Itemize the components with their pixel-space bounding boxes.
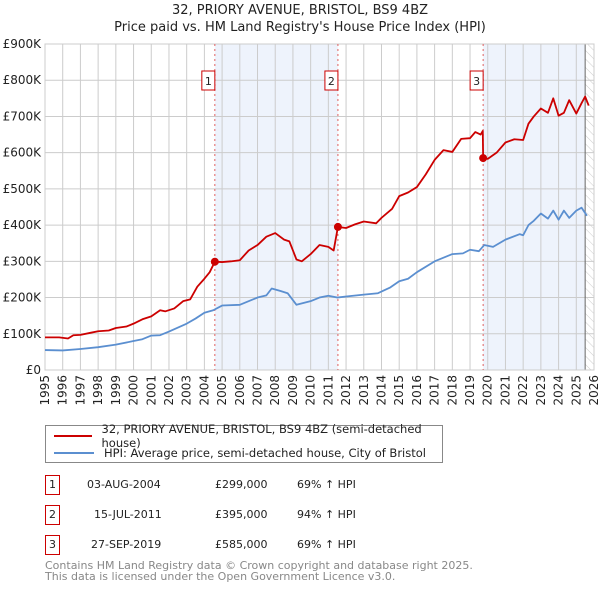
legend-label: HPI: Average price, semi-detached house,… xyxy=(104,446,426,460)
x-tick-label: 1996 xyxy=(56,375,70,406)
footer-line: Contains HM Land Registry data © Crown c… xyxy=(45,559,473,572)
price-chart: £0 £100K £200K £300K £400K £500K £600K £700K £80… xyxy=(3,37,600,406)
x-tick-label: 2019 xyxy=(463,375,477,406)
sale-price: £299,000 xyxy=(215,478,268,491)
x-tick-label: 1999 xyxy=(109,375,123,406)
sale-hpi: 69% ↑ HPI xyxy=(297,538,356,551)
x-tick-label: 2014 xyxy=(374,375,388,406)
sale-date: 15-JUL-2011 xyxy=(94,508,162,521)
y-tick-label: £800K xyxy=(3,73,43,87)
shaded-period xyxy=(214,44,338,370)
x-tick-label: 2025 xyxy=(569,375,583,406)
sale-date: 27-SEP-2019 xyxy=(91,538,162,551)
x-tick-label: 2016 xyxy=(410,375,424,406)
future-hatch xyxy=(585,44,594,370)
sale-marker-box xyxy=(324,70,339,91)
chart-title: 32, PRIORY AVENUE, BRISTOL, BS9 4BZ xyxy=(171,3,429,18)
sale-marker-label: 3 xyxy=(473,75,480,88)
sale-point xyxy=(210,257,219,266)
x-tick-label: 2006 xyxy=(233,375,247,406)
legend-label: 32, PRIORY AVENUE, BRISTOL, BS9 4BZ (sem… xyxy=(101,422,422,450)
x-tick-label: 2004 xyxy=(197,375,211,406)
x-tick-label: 2013 xyxy=(357,375,371,406)
sale-row: 3 27-SEP-2019 £585,000 69% ↑ HPI xyxy=(45,535,465,555)
y-tick-label: £0 xyxy=(26,363,41,377)
sale-row: 2 15-JUL-2011 £395,000 94% ↑ HPI xyxy=(45,505,465,525)
x-tick-label: 2008 xyxy=(268,375,282,406)
x-tick-label: 2009 xyxy=(286,375,300,406)
y-tick-label: £200K xyxy=(3,291,43,305)
footer-line: This data is licensed under the Open Gov… xyxy=(45,570,396,583)
x-tick-label: 1995 xyxy=(38,375,52,406)
x-tick-label: 2011 xyxy=(321,375,335,406)
x-tick-label: 2024 xyxy=(552,375,566,406)
sale-row: 1 03-AUG-2004 £299,000 69% ↑ HPI xyxy=(45,475,465,495)
sale-marker-label: 1 xyxy=(205,75,212,88)
x-tick-label: 2015 xyxy=(392,375,406,406)
hpi-line xyxy=(44,206,588,352)
x-tick-label: 2010 xyxy=(304,375,318,406)
x-tick-label: 2018 xyxy=(445,375,459,406)
x-tick-label: 2026 xyxy=(587,375,600,406)
x-tick-label: 1997 xyxy=(73,375,87,406)
sale-marker-box xyxy=(201,70,216,91)
sale-price: £395,000 xyxy=(215,508,268,521)
chart-subtitle: Price paid vs. HM Land Registry's House … xyxy=(114,20,486,35)
x-tick-label: 2003 xyxy=(180,375,194,406)
y-tick-label: £500K xyxy=(3,182,43,196)
y-tick-label: £900K xyxy=(3,37,43,51)
y-tick-label: £300K xyxy=(3,254,43,268)
sale-price: £585,000 xyxy=(215,538,268,551)
x-tick-label: 2005 xyxy=(215,375,229,406)
plot-border xyxy=(44,43,595,371)
x-tick-label: 1998 xyxy=(91,375,105,406)
property-price-line xyxy=(45,95,590,340)
sale-hpi: 94% ↑ HPI xyxy=(297,508,356,521)
legend-item-hpi: HPI: Average price, semi-detached house,… xyxy=(54,445,426,461)
x-tick-label: 2021 xyxy=(498,375,512,406)
sale-marker-box xyxy=(469,70,484,91)
sale-number: 3 xyxy=(45,535,60,555)
x-tick-label: 2002 xyxy=(162,375,176,406)
legend-swatch-blue xyxy=(54,452,94,454)
y-tick-label: £700K xyxy=(3,109,43,123)
sale-marker-label: 2 xyxy=(328,75,335,88)
y-tick-label: £600K xyxy=(3,146,43,160)
x-tick-label: 2000 xyxy=(127,375,141,406)
sale-point xyxy=(479,154,488,163)
legend-item-property: 32, PRIORY AVENUE, BRISTOL, BS9 4BZ (sem… xyxy=(54,422,442,450)
x-tick-label: 2007 xyxy=(251,375,265,406)
x-tick-label: 2017 xyxy=(428,375,442,406)
x-tick-label: 2022 xyxy=(516,375,530,406)
legend: 32, PRIORY AVENUE, BRISTOL, BS9 4BZ (sem… xyxy=(45,422,443,463)
y-tick-label: £400K xyxy=(3,218,43,232)
sale-date: 03-AUG-2004 xyxy=(87,478,161,491)
shaded-period xyxy=(483,44,586,370)
y-tick-label: £100K xyxy=(3,327,43,341)
x-tick-label: 2020 xyxy=(481,375,495,406)
sale-number: 2 xyxy=(45,505,60,525)
sale-point xyxy=(333,222,342,231)
footer: Contains HM Land Registry data © Crown c… xyxy=(45,560,473,582)
legend-swatch-red xyxy=(54,435,92,437)
sale-hpi: 69% ↑ HPI xyxy=(297,478,356,491)
x-tick-label: 2001 xyxy=(144,375,158,406)
sale-number: 1 xyxy=(45,475,60,495)
x-tick-label: 2023 xyxy=(534,375,548,406)
x-tick-label: 2012 xyxy=(339,375,353,406)
